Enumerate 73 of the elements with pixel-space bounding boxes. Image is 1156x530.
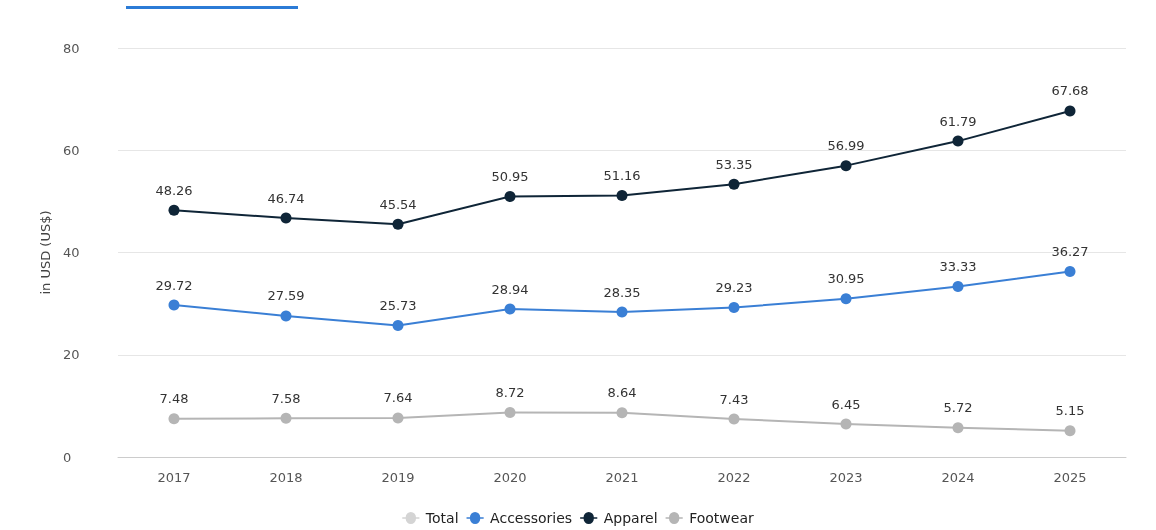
point: [952, 135, 964, 147]
data-label: 48.26: [155, 182, 193, 198]
point: [280, 212, 292, 224]
point: [1064, 266, 1076, 278]
data-label: 8.72: [495, 384, 525, 400]
y-axis-title: in USD (US$): [38, 210, 54, 295]
point: [840, 160, 852, 172]
y-tick-label: 0: [63, 449, 72, 465]
point: [504, 406, 516, 418]
point: [1064, 105, 1076, 117]
point: [616, 189, 628, 201]
point: [952, 281, 964, 293]
legend-label: Apparel: [603, 510, 658, 526]
data-label: 7.58: [271, 390, 301, 406]
x-tick-label: 2023: [829, 470, 863, 485]
data-label: 7.43: [719, 391, 749, 407]
point: [168, 299, 180, 311]
data-label: 6.45: [831, 396, 861, 412]
data-label: 56.99: [827, 138, 865, 154]
legend-label: Total: [424, 510, 459, 526]
data-label: 61.79: [939, 113, 977, 129]
y-tick-label: 40: [63, 245, 80, 260]
data-label: 7.48: [159, 391, 189, 407]
data-label: 8.64: [607, 385, 637, 401]
data-label: 30.95: [827, 271, 865, 287]
x-tick-label: 2024: [941, 470, 975, 485]
legend-label: Footwear: [689, 510, 754, 526]
point: [392, 319, 404, 331]
point: [168, 204, 180, 216]
point: [616, 407, 628, 419]
data-label: 67.68: [1051, 83, 1089, 99]
point: [392, 412, 404, 424]
x-tick-label: 2019: [381, 470, 415, 485]
point: [280, 412, 292, 424]
point: [840, 418, 852, 430]
data-label: 28.94: [491, 281, 529, 297]
x-tick-label: 2018: [269, 470, 303, 485]
data-label: 5.15: [1055, 403, 1085, 419]
point: [728, 413, 740, 425]
point: [504, 303, 516, 315]
legend-label: Accessories: [490, 510, 573, 526]
x-tick-label: 2017: [157, 470, 191, 485]
point: [1064, 425, 1076, 437]
data-label: 53.35: [715, 156, 753, 172]
data-label: 50.95: [491, 169, 529, 185]
x-tick-label: 2025: [1053, 470, 1087, 485]
point: [728, 178, 740, 190]
data-label: 5.72: [943, 400, 973, 416]
data-label: 25.73: [379, 297, 417, 313]
data-label: 45.54: [379, 196, 417, 212]
point: [280, 310, 292, 322]
y-tick-label: 60: [63, 142, 80, 158]
point: [728, 302, 740, 314]
y-tick-label: 80: [63, 40, 80, 56]
y-tick-label: 20: [63, 347, 80, 363]
x-tick-label: 2020: [493, 470, 527, 485]
point: [392, 218, 404, 230]
x-tick-label: 2021: [605, 470, 639, 485]
data-label: 27.59: [267, 288, 305, 304]
data-label: 46.74: [267, 190, 305, 206]
point: [952, 422, 964, 434]
point: [616, 306, 628, 318]
x-tick-label: 2022: [717, 470, 751, 485]
data-label: 51.16: [603, 167, 641, 183]
data-label: 36.27: [1051, 244, 1089, 260]
data-label: 33.33: [939, 259, 977, 275]
point: [168, 413, 180, 425]
data-label: 7.64: [383, 390, 413, 406]
point: [504, 191, 516, 203]
data-label: 29.72: [155, 277, 193, 293]
data-label: 28.35: [603, 284, 641, 300]
point: [840, 293, 852, 305]
data-label: 29.23: [715, 280, 753, 296]
